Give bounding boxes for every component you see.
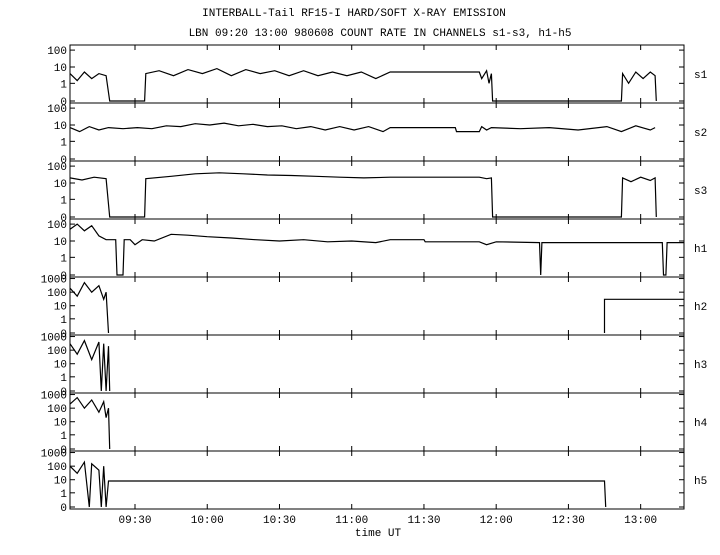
y-tick-label: 100 xyxy=(47,220,67,232)
y-tick-label: 0 xyxy=(60,155,67,167)
y-tick-label: 10 xyxy=(54,302,67,314)
panel-frame xyxy=(69,334,685,394)
chart-subtitle: LBN 09:20 13:00 980608 COUNT RATE IN CHA… xyxy=(189,28,572,40)
x-axis-label: time UT xyxy=(355,528,402,540)
data-line xyxy=(69,172,657,218)
y-tick-label: 1000 xyxy=(41,275,67,287)
y-tick-label: 10 xyxy=(54,179,67,191)
y-tick-label: 100 xyxy=(47,46,67,58)
x-tick-label: 13:00 xyxy=(624,515,657,527)
y-tick-label: 1 xyxy=(60,373,67,385)
y-tick-label: 100 xyxy=(47,346,67,358)
x-tick-label: 12:00 xyxy=(480,515,513,527)
y-tick-label: 100 xyxy=(47,288,67,300)
panel-label: s1 xyxy=(694,70,708,82)
panel-frame xyxy=(69,218,685,278)
y-tick-label: 100 xyxy=(47,162,67,174)
y-tick-label: 100 xyxy=(47,404,67,416)
y-tick-label: 1 xyxy=(60,489,67,501)
y-tick-label: 10 xyxy=(54,418,67,430)
panel-label: h1 xyxy=(694,244,708,256)
x-tick-label: 10:00 xyxy=(191,515,224,527)
panel-label: h2 xyxy=(694,302,707,314)
y-tick-label: 1000 xyxy=(41,449,67,461)
y-tick-label: 0 xyxy=(60,387,67,399)
data-line xyxy=(69,122,656,133)
y-tick-label: 10 xyxy=(54,63,67,75)
y-tick-label: 10 xyxy=(54,237,67,249)
y-tick-label: 1000 xyxy=(41,333,67,345)
data-line xyxy=(603,298,684,333)
x-tick-label: 11:00 xyxy=(335,515,368,527)
data-line xyxy=(69,281,110,334)
panel-label: s3 xyxy=(694,186,707,198)
y-tick-label: 100 xyxy=(47,104,67,116)
panel-label: h5 xyxy=(694,476,707,488)
x-tick-label: 11:30 xyxy=(407,515,440,527)
y-tick-label: 1 xyxy=(60,195,67,207)
y-tick-label: 10 xyxy=(54,476,67,488)
y-tick-label: 10 xyxy=(54,121,67,133)
data-line xyxy=(69,460,607,508)
panel-label: s2 xyxy=(694,128,707,140)
x-tick-label: 10:30 xyxy=(263,515,296,527)
panel-label: h3 xyxy=(694,360,707,372)
y-tick-label: 1000 xyxy=(41,391,67,403)
panel-frame xyxy=(69,44,685,104)
panel-frame xyxy=(69,160,685,220)
y-tick-label: 0 xyxy=(60,445,67,457)
panel-frame xyxy=(69,450,685,510)
y-tick-label: 0 xyxy=(60,329,67,341)
panel-frame xyxy=(69,392,685,452)
data-line xyxy=(69,396,111,450)
y-tick-label: 0 xyxy=(60,271,67,283)
y-tick-label: 1 xyxy=(60,253,67,265)
y-tick-label: 1 xyxy=(60,431,67,443)
x-tick-label: 12:30 xyxy=(552,515,585,527)
x-tick-label: 09:30 xyxy=(119,515,152,527)
y-tick-label: 1 xyxy=(60,79,67,91)
y-tick-label: 1 xyxy=(60,137,67,149)
y-tick-label: 0 xyxy=(60,97,67,109)
y-tick-label: 10 xyxy=(54,360,67,372)
panel-frame xyxy=(69,102,685,162)
panel-frame xyxy=(69,276,685,336)
data-line xyxy=(69,223,684,276)
y-tick-label: 0 xyxy=(60,503,67,515)
chart-title: INTERBALL-Tail RF15-I HARD/SOFT X-RAY EM… xyxy=(202,8,506,20)
data-line xyxy=(69,67,657,102)
panel-label: h4 xyxy=(694,418,708,430)
y-tick-label: 1 xyxy=(60,315,67,327)
y-tick-label: 0 xyxy=(60,213,67,225)
data-line xyxy=(69,339,111,392)
y-tick-label: 100 xyxy=(47,462,67,474)
